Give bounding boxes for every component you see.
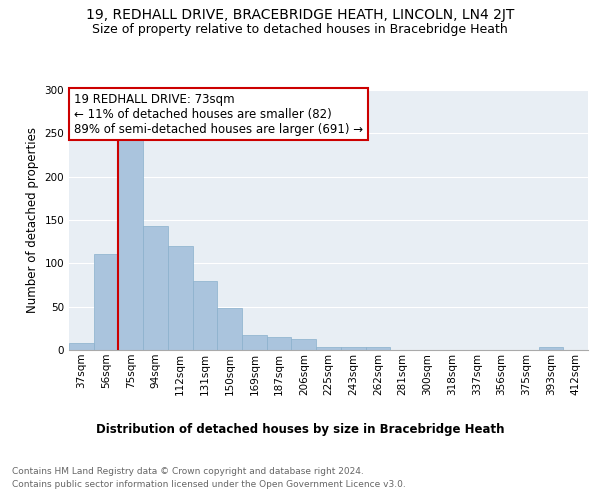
Text: Distribution of detached houses by size in Bracebridge Heath: Distribution of detached houses by size … (96, 422, 504, 436)
Bar (316, 348, 341, 350)
Y-axis label: Number of detached properties: Number of detached properties (26, 127, 39, 313)
Bar (143, 226, 168, 350)
Text: Contains public sector information licensed under the Open Government Licence v3: Contains public sector information licen… (12, 480, 406, 489)
Bar (94, 254, 118, 350)
Text: 19 REDHALL DRIVE: 73sqm
← 11% of detached houses are smaller (82)
89% of semi-de: 19 REDHALL DRIVE: 73sqm ← 11% of detache… (74, 92, 364, 136)
Bar (69, 343, 94, 350)
Bar (539, 348, 563, 350)
Text: 19, REDHALL DRIVE, BRACEBRIDGE HEATH, LINCOLN, LN4 2JT: 19, REDHALL DRIVE, BRACEBRIDGE HEATH, LI… (86, 8, 514, 22)
Bar (267, 337, 292, 350)
Bar (168, 246, 193, 350)
Bar (118, 138, 143, 350)
Bar (193, 280, 217, 350)
Text: Contains HM Land Registry data © Crown copyright and database right 2024.: Contains HM Land Registry data © Crown c… (12, 468, 364, 476)
Bar (365, 346, 390, 350)
Bar (242, 336, 267, 350)
Bar (292, 338, 316, 350)
Text: Size of property relative to detached houses in Bracebridge Heath: Size of property relative to detached ho… (92, 22, 508, 36)
Bar (217, 308, 242, 350)
Bar (341, 346, 365, 350)
